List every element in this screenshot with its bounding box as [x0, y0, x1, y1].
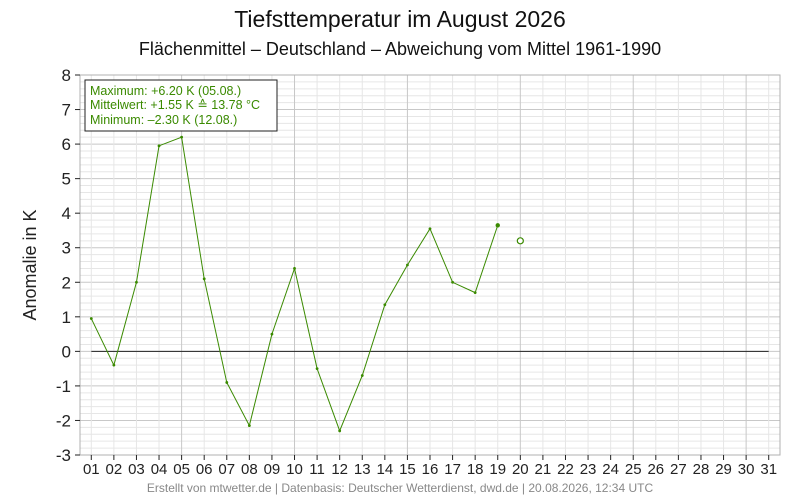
y-tick-label: 2	[62, 273, 71, 292]
data-point	[383, 303, 387, 307]
grid	[80, 74, 780, 456]
data-point	[112, 363, 116, 367]
data-point	[270, 332, 274, 336]
axes	[75, 74, 781, 460]
data-point	[293, 267, 296, 270]
y-tick-label: -1	[56, 377, 71, 396]
x-tick-label: 15	[399, 461, 416, 478]
x-tick-label: 12	[331, 461, 348, 478]
x-tick-label: 03	[128, 461, 145, 478]
data-point	[451, 280, 454, 284]
data-point	[225, 381, 229, 384]
data-point	[135, 280, 138, 284]
y-tick-label: 5	[62, 170, 71, 189]
x-tick-label: 06	[196, 461, 213, 478]
forecast-point	[516, 237, 524, 245]
x-tick-label: 05	[173, 461, 190, 478]
data-point	[338, 429, 342, 433]
stats-max: Maximum: +6.20 K (05.08.)	[90, 84, 241, 98]
x-tick-label: 30	[738, 461, 755, 478]
y-tick-label: 8	[62, 66, 71, 85]
x-tick-label: 07	[218, 461, 235, 478]
y-tick-label: 1	[62, 308, 71, 327]
x-tick-label: 18	[467, 461, 484, 478]
data-point	[247, 424, 251, 428]
x-tick-label: 08	[241, 461, 258, 478]
data-point	[473, 291, 477, 295]
x-tick-label: 25	[625, 461, 642, 478]
stats-mean: Mittelwert: +1.55 K ≙ 13.78 °C	[90, 98, 260, 112]
stats-min: Minimum: –2.30 K (12.08.)	[90, 113, 237, 127]
y-tick-label: 4	[62, 204, 71, 223]
data-point	[157, 144, 161, 148]
chart-subtitle: Flächenmittel – Deutschland – Abweichung…	[138, 39, 662, 59]
y-tick-label: 7	[62, 101, 71, 120]
x-tick-label: 29	[715, 461, 732, 478]
data-point	[315, 367, 319, 371]
x-tick-label: 17	[444, 461, 461, 478]
data-point	[495, 223, 500, 228]
x-tick-label: 10	[286, 461, 303, 478]
data-point	[360, 374, 364, 377]
y-tick-label: -2	[56, 411, 71, 430]
x-tick-label: 27	[670, 461, 687, 478]
data-point	[428, 227, 432, 231]
x-tick-label: 23	[580, 461, 597, 478]
y-axis-label: Anomalie in K	[20, 209, 40, 320]
data-point	[406, 263, 409, 267]
x-tick-label: 22	[557, 461, 574, 478]
x-tick-label: 28	[693, 461, 710, 478]
x-tick-label: 11	[309, 461, 325, 478]
stats-box: Maximum: +6.20 K (05.08.) Mittelwert: +1…	[84, 79, 278, 132]
x-tick-label: 19	[489, 461, 506, 478]
x-tick-label: 24	[602, 461, 619, 478]
x-tick-label: 09	[264, 461, 281, 478]
x-tick-label: 14	[376, 461, 393, 478]
x-tick-label: 01	[83, 461, 100, 478]
chart-title: Tiefsttemperatur im August 2026	[234, 6, 566, 32]
data-point	[202, 277, 206, 281]
x-tick-label: 16	[422, 461, 439, 478]
x-tick-label: 04	[151, 461, 168, 478]
series	[89, 135, 524, 433]
x-tick-label: 20	[512, 461, 529, 478]
x-tick-label: 31	[760, 461, 777, 478]
y-tick-label: 0	[62, 342, 71, 361]
y-tick-label: 6	[62, 135, 71, 154]
x-tick-label: 26	[647, 461, 664, 478]
x-tick-label: 13	[354, 461, 371, 478]
data-point	[89, 317, 93, 320]
footer-credits: Erstellt von mtwetter.de | Datenbasis: D…	[146, 481, 654, 495]
data-point	[180, 135, 184, 139]
x-tick-label: 02	[106, 461, 123, 478]
x-tick-label: 21	[535, 461, 552, 478]
y-tick-label: 3	[62, 239, 71, 258]
y-tick-label: -3	[56, 446, 71, 465]
